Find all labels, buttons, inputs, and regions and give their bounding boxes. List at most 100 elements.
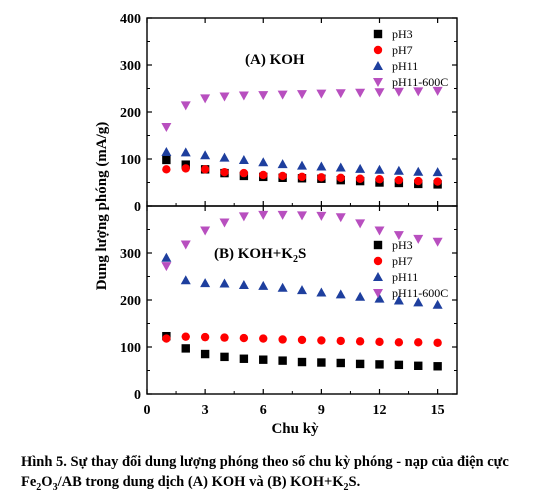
point-b-ph11-600c [161, 262, 172, 272]
point-a-ph7 [162, 165, 171, 174]
x-axis-label: Chu kỳ [271, 421, 319, 437]
point-b-ph7 [375, 337, 384, 347]
point-a-ph11 [200, 150, 211, 160]
x-tick-label: 3 [202, 403, 209, 418]
legend-marker-a-ph7 [373, 45, 383, 55]
caption-line-2: Fe2O3/AB trong dung dịch (A) KOH và (B) … [21, 472, 526, 498]
point-a-ph11 [432, 167, 443, 177]
point-a-ph7 [220, 167, 229, 177]
caption-sub-3: 3 [52, 481, 58, 493]
y-tick-label-a: 400 [120, 12, 141, 27]
point-a-ph11-600c [413, 87, 424, 97]
caption-sub-k2: 2 [343, 481, 349, 493]
point-a-ph11 [180, 147, 191, 157]
point-b-ph11-600c [432, 237, 443, 247]
point-b-ph11-600c [219, 218, 230, 228]
point-a-ph11 [219, 152, 230, 162]
point-a-ph11-600c [432, 86, 443, 96]
point-b-ph7 [162, 334, 171, 343]
point-a-ph11-600c [219, 92, 230, 102]
point-b-ph3 [355, 359, 365, 369]
point-b-ph11-600c [335, 213, 346, 223]
caption-line-1: Hình 5. Sự thay đổi dung lượng phóng the… [21, 454, 509, 470]
panel-b-title-s: S [298, 246, 306, 262]
point-b-ph11 [258, 280, 269, 290]
point-a-ph11-600c [180, 101, 191, 111]
legend-marker-b-ph11-600c [373, 289, 383, 298]
point-a-ph7 [355, 174, 365, 183]
point-a-ph11 [277, 159, 288, 169]
y-tick-label-b: 100 [120, 341, 141, 356]
y-tick-label-b: 300 [120, 247, 141, 262]
y-tick-label-a: 300 [120, 59, 141, 74]
point-b-ph11 [238, 279, 249, 289]
point-b-ph11 [413, 297, 424, 307]
point-b-ph11 [180, 275, 191, 285]
point-a-ph11 [393, 165, 404, 175]
caption-end: S. [348, 474, 361, 490]
point-b-ph7 [239, 333, 249, 343]
point-a-ph11-600c [316, 89, 327, 99]
point-b-ph11 [316, 287, 327, 297]
point-b-ph11 [161, 252, 172, 262]
panel-b: (B) KOH+K2S 0 100 200 300 0 3 6 9 12 15 pH3 pH7 pH11… [120, 205, 458, 418]
point-a-ph7 [239, 168, 249, 178]
point-a-ph11 [374, 164, 385, 174]
x-tick-label: 9 [318, 403, 325, 418]
point-a-ph7 [336, 173, 345, 182]
point-b-ph11 [277, 282, 288, 292]
point-b-ph3 [375, 360, 384, 369]
point-a-ph11 [355, 163, 366, 173]
x-tick-label: 12 [373, 403, 387, 418]
point-b-ph11-600c [180, 240, 191, 250]
caption-sub-2: 2 [36, 481, 42, 493]
point-b-ph3 [259, 355, 268, 364]
y-tick-label-a: 0 [134, 200, 141, 215]
point-b-ph7 [317, 336, 326, 345]
caption-text: /AB trong dung dịch (A) KOH và (B) KOH+K [57, 474, 344, 490]
point-b-ph3 [433, 362, 442, 371]
point-a-ph7 [394, 175, 404, 185]
legend-label-a-ph7: pH7 [392, 43, 413, 57]
point-b-ph11-600c [355, 219, 366, 229]
legend-marker-b-ph7 [373, 256, 383, 266]
point-b-ph7 [181, 332, 190, 341]
point-a-ph11-600c [277, 90, 288, 100]
point-b-ph7 [394, 338, 404, 347]
point-b-ph7 [220, 333, 229, 342]
legend-label-b-ph11-600c: pH11-600C [392, 286, 448, 300]
point-b-ph11 [335, 289, 346, 299]
point-a-ph11-600c [335, 89, 346, 99]
panel-a: (A) KOH 0 100 200 300 400 pH3 pH7 pH11 pH11-600C [120, 12, 458, 215]
point-b-ph3 [181, 344, 190, 353]
point-a-ph11-600c [297, 90, 307, 100]
legend-label-a-ph11: pH11 [392, 59, 418, 73]
point-b-ph3 [239, 354, 249, 363]
point-a-ph11-600c [200, 94, 211, 104]
point-b-ph3 [317, 358, 326, 367]
x-tick-label: 0 [144, 403, 151, 418]
y-tick-label-b: 0 [134, 388, 141, 403]
point-a-ph11-600c [355, 88, 366, 98]
point-b-ph11-600c [316, 211, 327, 221]
point-b-ph3 [200, 349, 210, 359]
point-b-ph3 [297, 357, 307, 367]
point-b-ph11 [297, 285, 307, 295]
point-a-ph11-600c [374, 88, 385, 98]
panel-a-title: (A) KOH [245, 52, 305, 68]
point-b-ph3 [278, 356, 287, 365]
y-tick-label-a: 200 [120, 106, 141, 121]
point-b-ph7 [414, 338, 423, 347]
point-a-ph11 [238, 154, 249, 164]
point-a-ph11 [413, 166, 424, 176]
point-a-ph7 [259, 170, 268, 180]
legend-label-b-ph11: pH11 [392, 270, 418, 284]
legend-marker-b-ph11 [373, 272, 383, 281]
legend-marker-a-ph11 [373, 61, 383, 70]
point-a-ph3 [162, 155, 171, 165]
point-a-ph11-600c [161, 123, 172, 133]
panel-b-title: (B) KOH+K2S [214, 246, 306, 265]
point-a-ph7 [200, 165, 210, 174]
point-b-ph11-600c [393, 231, 404, 241]
